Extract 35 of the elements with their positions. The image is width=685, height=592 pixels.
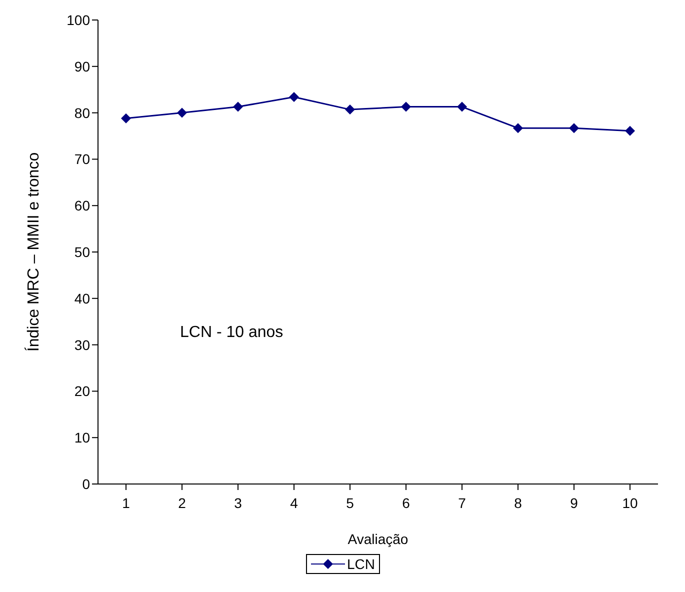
- x-tick-label: 1: [122, 494, 130, 511]
- y-tick-label: 50: [74, 244, 90, 260]
- x-tick-label: 8: [514, 494, 522, 511]
- x-tick-label: 6: [402, 494, 410, 511]
- point: [289, 92, 299, 102]
- point: [569, 123, 579, 134]
- point: [345, 104, 355, 115]
- y-tick-label: 90: [74, 58, 90, 74]
- point: [233, 102, 243, 112]
- y-tick-label: 60: [74, 198, 90, 214]
- annotation: LCN - 10 anos: [180, 324, 284, 342]
- point: [457, 102, 467, 112]
- point: [177, 108, 187, 118]
- point: [401, 102, 411, 112]
- y-tick-label: 20: [74, 383, 90, 400]
- y-tick-label: 80: [74, 104, 90, 121]
- y-tick-label: 10: [74, 430, 90, 446]
- x-tick-label: 10: [622, 494, 638, 511]
- x-tick-label: 7: [458, 494, 466, 511]
- legend-label: LCN: [346, 556, 375, 572]
- x-axis-title: Avaliação: [348, 531, 408, 547]
- x-tick-label: 2: [178, 494, 186, 511]
- point: [625, 126, 635, 136]
- x-tick-label: 5: [346, 494, 354, 511]
- x-tick-label: 3: [234, 494, 242, 511]
- x-tick-label: 9: [570, 494, 578, 511]
- x-tick-label: 4: [290, 494, 298, 511]
- y-tick-label: 0: [82, 476, 90, 492]
- y-tick-label: 100: [66, 12, 90, 28]
- point: [121, 113, 131, 124]
- point: [513, 123, 523, 134]
- y-tick-label: 70: [74, 151, 90, 168]
- y-tick-label: 30: [74, 336, 90, 353]
- y-tick-label: 40: [74, 290, 90, 306]
- y-axis-title: Índice MRC – MMII e tronco: [24, 152, 43, 352]
